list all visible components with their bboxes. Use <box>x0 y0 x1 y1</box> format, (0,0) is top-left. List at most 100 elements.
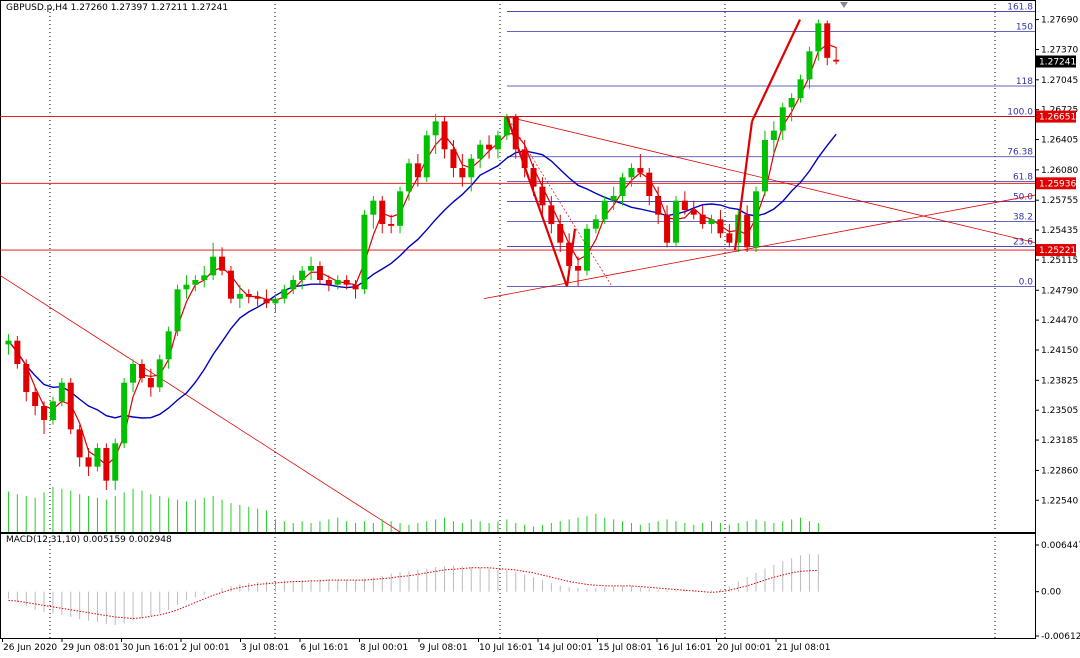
candle-bear <box>512 116 519 150</box>
wave-arrow <box>733 121 754 251</box>
candle-bear <box>690 210 697 215</box>
candle-bull <box>174 289 181 332</box>
macd-label: MACD(12,31,10) <box>6 535 81 545</box>
candle-bull <box>236 294 243 299</box>
candle-bear <box>147 378 154 388</box>
price-panel-frame <box>0 0 1036 533</box>
candle-bear <box>388 224 395 226</box>
candle-bull <box>708 219 715 224</box>
price-axis-label: 1.25755 <box>1041 196 1078 206</box>
candle-bear <box>717 219 724 234</box>
chart-open: 1.27260 <box>70 3 108 13</box>
candle-bull <box>423 135 430 178</box>
moving-average-slow <box>7 133 837 419</box>
candle-bull <box>815 23 822 52</box>
candle-bear <box>824 23 831 58</box>
candle-bear <box>316 266 323 280</box>
candle-bear <box>67 382 74 430</box>
wave-arrow <box>751 19 801 122</box>
macd-signal-line <box>8 567 819 619</box>
candle-bear <box>254 296 261 299</box>
candle-bear <box>539 186 546 206</box>
candle-bear <box>575 266 582 271</box>
fib-level-label: 118 <box>1016 77 1033 87</box>
candle-bear <box>521 149 528 168</box>
candle-bull <box>770 130 777 140</box>
fib-diagonal-line <box>506 116 613 287</box>
candle-bull <box>156 359 163 388</box>
candle-bear <box>548 205 555 224</box>
candle-bear <box>32 392 39 406</box>
candle-bear <box>450 149 457 168</box>
candle-bull <box>201 275 208 280</box>
candle-bull <box>672 200 679 243</box>
candle-bull <box>121 382 128 444</box>
level-price-tag <box>1036 244 1076 257</box>
time-axis-label: 10 Jul 16:01 <box>479 643 533 653</box>
wave-arrow <box>505 116 569 287</box>
candle-bear <box>352 284 359 290</box>
candle-bull <box>477 144 484 159</box>
chart-close: 1.27241 <box>190 3 229 13</box>
candle-bull <box>468 158 475 178</box>
chart-symbol: GBPUSD.p,H4 <box>6 3 68 13</box>
candle-bear <box>85 457 92 467</box>
candle-bear <box>744 214 751 248</box>
candle-bear <box>41 406 48 420</box>
candle-bull <box>601 200 608 220</box>
level-price-tag <box>1036 110 1076 123</box>
chart-header: GBPUSD.p,H4 1.27260 1.27397 1.27211 1.27… <box>6 3 228 13</box>
candle-bear <box>23 364 30 392</box>
candle-bear <box>557 224 564 243</box>
time-axis-label: 14 Jul 00:01 <box>539 643 593 653</box>
fib-level-label: 150 <box>1016 23 1033 33</box>
candle-bull <box>806 51 813 80</box>
candle-bear <box>646 172 653 196</box>
time-axis-label: 16 Jul 16:01 <box>658 643 712 653</box>
price-tag-label: 1.27241 <box>1039 58 1076 68</box>
candle-bull <box>592 219 599 229</box>
candle-bull <box>112 443 119 481</box>
price-axis-label: 1.27370 <box>1041 45 1078 55</box>
macd-header: MACD(12,31,10) 0.005159 0.002948 <box>6 535 172 545</box>
fib-level-label: 38.2 <box>1013 213 1033 223</box>
candle-bull <box>165 331 172 360</box>
candle-bear <box>414 163 421 178</box>
candle-bull <box>58 382 65 402</box>
candle-bear <box>379 200 386 224</box>
price-axis-label: 1.24150 <box>1041 346 1078 356</box>
price-axis-label: 1.25115 <box>1041 256 1078 266</box>
candle-bear <box>14 340 21 364</box>
candle-bear <box>219 256 226 271</box>
candle-bear <box>245 294 252 297</box>
candle-bull <box>797 79 804 98</box>
chart-low: 1.27211 <box>150 3 189 13</box>
price-axis-label: 1.22540 <box>1041 496 1078 506</box>
moving-average-fast <box>7 43 837 466</box>
fib-level-label: 100.0 <box>1007 108 1033 118</box>
candle-bull <box>308 266 315 271</box>
price-axis-label: 1.27690 <box>1041 16 1078 26</box>
price-tag-label: 1.25221 <box>1039 246 1076 256</box>
time-axis-label: 3 Jul 08:01 <box>241 643 289 653</box>
candle-bear <box>343 280 350 285</box>
current-price-tag <box>1036 55 1076 68</box>
candle-bear <box>227 270 234 299</box>
candle-bull <box>290 280 297 290</box>
wave-arrow <box>565 228 577 287</box>
macd-signal-value: 0.002948 <box>128 535 172 545</box>
candle-bull <box>779 107 786 131</box>
macd-main-value: 0.005159 <box>82 535 126 545</box>
candle-bear <box>566 242 573 266</box>
candle-bear <box>655 196 662 215</box>
price-axis-label: 1.23825 <box>1041 376 1078 386</box>
candle-bear <box>263 298 270 304</box>
candle-bear <box>486 144 493 150</box>
time-axis-label: 26 Jun 2020 <box>3 643 57 653</box>
time-axis-label: 6 Jul 16:01 <box>301 643 349 653</box>
price-tag-label: 1.25936 <box>1039 179 1076 189</box>
candle-bear <box>637 168 644 173</box>
candle-bull <box>610 196 617 201</box>
